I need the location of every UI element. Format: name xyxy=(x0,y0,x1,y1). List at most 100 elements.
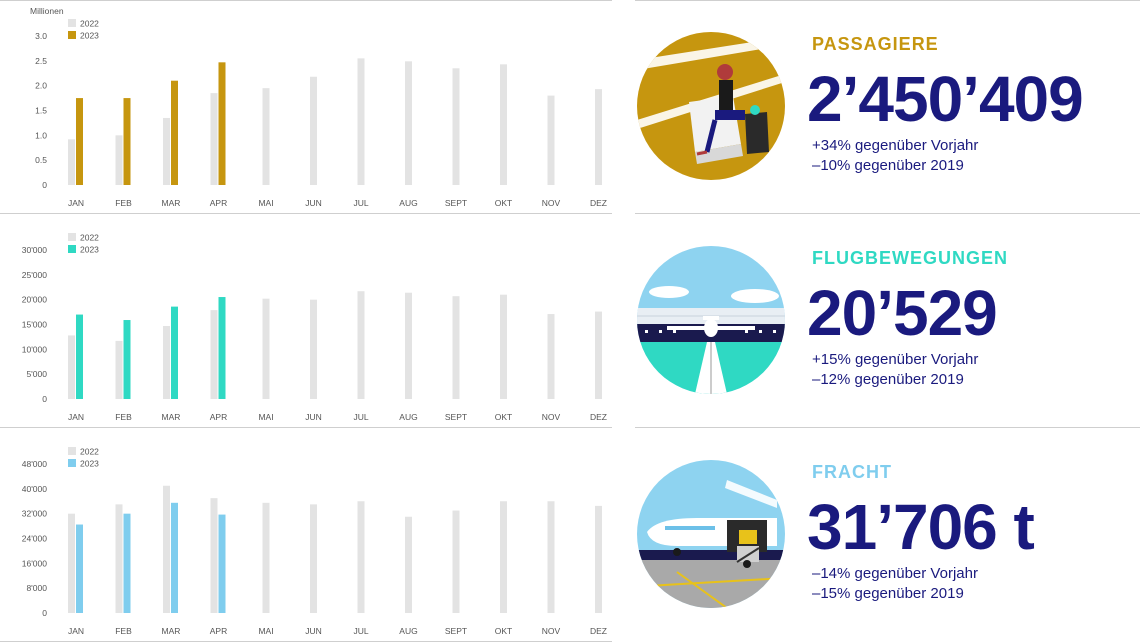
passengers-bar-2022 xyxy=(163,117,170,185)
freight-value: 31’706 t xyxy=(807,491,1035,563)
movements-label: FLUGBEWEGUNGEN xyxy=(812,248,1008,268)
passengers-bar-2022 xyxy=(115,135,123,185)
freight-xtick: JUN xyxy=(305,626,322,636)
movements-change-prev-year: +15% gegenüber Vorjahr xyxy=(812,351,979,368)
movements-xtick: NOV xyxy=(542,412,561,422)
movements-bar-2022 xyxy=(163,325,170,399)
passengers-legend-swatch-2023 xyxy=(68,31,76,39)
passengers-xtick: APR xyxy=(210,198,227,208)
movements-bar-2022 xyxy=(357,291,365,399)
passengers-label: PASSAGIERE xyxy=(812,34,939,54)
passengers-unit-label: Millionen xyxy=(30,6,64,16)
passengers-panel: PASSAGIERE 2’450’409 +34% gegenüber Vorj… xyxy=(615,0,1140,214)
freight-xtick: OKT xyxy=(495,626,512,636)
movements-xtick: APR xyxy=(210,412,227,422)
movements-bar-2022 xyxy=(405,292,412,399)
movements-xtick: SEPT xyxy=(445,412,467,422)
freight-bar-2022 xyxy=(547,501,555,613)
movements-bar-2022 xyxy=(595,311,602,399)
freight-bar-2023 xyxy=(76,524,83,613)
freight-xtick: MAR xyxy=(162,626,181,636)
top-divider-right xyxy=(635,0,1140,1)
freight-ytick: 24'000 xyxy=(22,534,48,544)
passengers-xtick: FEB xyxy=(115,198,132,208)
passengers-chart: Millionen 0 0.5 1.0 1.5 2.0 2.5 3.0 2022 2023 JAN F… xyxy=(30,6,607,208)
movements-bar-2022 xyxy=(262,298,270,399)
movements-bar-2023 xyxy=(76,314,83,399)
freight-bar-2023 xyxy=(171,502,178,613)
passengers-bar-2022 xyxy=(310,76,317,185)
freight-bar-2022 xyxy=(115,504,123,613)
movements-ytick: 30'000 xyxy=(22,245,48,255)
movements-xtick: DEZ xyxy=(590,412,607,422)
freight-ytick: 48'000 xyxy=(22,459,48,469)
passengers-ytick: 2.5 xyxy=(35,56,47,66)
freight-bar-2022 xyxy=(595,505,602,613)
movements-ytick: 15'000 xyxy=(22,320,48,330)
passengers-bar-2022 xyxy=(547,95,555,185)
freight-legend-swatch-2022 xyxy=(68,447,76,455)
passengers-xtick: JAN xyxy=(68,198,84,208)
movements-ytick: 20'000 xyxy=(22,295,48,305)
freight-ytick: 32'000 xyxy=(22,509,48,519)
movements-ytick: 5'000 xyxy=(26,369,47,379)
passengers-legend-label: 2023 xyxy=(80,31,99,41)
movements-bar-2022 xyxy=(452,296,460,399)
movements-xtick: JUL xyxy=(353,412,368,422)
movements-xtick: MAR xyxy=(162,412,181,422)
movements-xtick: JAN xyxy=(68,412,84,422)
freight-chart: 0 8'000 16'000 24'000 32'000 40'000 48'000 2022… xyxy=(22,447,607,637)
freight-legend-label: 2023 xyxy=(80,459,99,469)
passengers-bar-2022 xyxy=(68,139,75,185)
passengers-xtick: JUN xyxy=(305,198,322,208)
freight-xtick: NOV xyxy=(542,626,561,636)
movements-bar-2023 xyxy=(171,306,178,399)
freight-legend-label: 2022 xyxy=(80,447,99,457)
freight-bar-2022 xyxy=(310,504,317,613)
passengers-ytick: 1.0 xyxy=(35,130,47,140)
freight-bar-2022 xyxy=(500,501,507,613)
divider-1-left xyxy=(0,213,612,214)
passengers-change-prev-year: +34% gegenüber Vorjahr xyxy=(812,137,979,154)
movements-legend-label: 2022 xyxy=(80,233,99,243)
movements-legend-swatch-2022 xyxy=(68,233,76,241)
divider-2-right xyxy=(635,427,1140,428)
passengers-bar-2022 xyxy=(452,68,460,185)
movements-bar-2022 xyxy=(115,340,123,399)
passengers-ytick: 0.5 xyxy=(35,155,47,165)
passengers-bar-2023 xyxy=(123,98,131,185)
freight-ytick: 8'000 xyxy=(26,583,47,593)
movements-bar-2022 xyxy=(547,314,555,399)
freight-bar-2022 xyxy=(210,498,218,613)
passengers-ytick: 0 xyxy=(42,180,47,190)
movements-ytick: 0 xyxy=(42,394,47,404)
freight-panel: FRACHT 31’706 t –14% gegenüber Vorjahr –… xyxy=(615,428,1140,642)
passengers-bar-2023 xyxy=(218,62,226,185)
passengers-value: 2’450’409 xyxy=(807,63,1084,135)
movements-panel: FLUGBEWEGUNGEN 20’529 +15% gegenüber Vor… xyxy=(615,214,1140,428)
movements-ytick: 10'000 xyxy=(22,344,48,354)
passengers-xtick: OKT xyxy=(495,198,512,208)
freight-ytick: 40'000 xyxy=(22,484,48,494)
passengers-xtick: MAI xyxy=(258,198,273,208)
movements-legend-swatch-2023 xyxy=(68,245,76,253)
freight-ytick: 16'000 xyxy=(22,558,48,568)
passengers-bar-2023 xyxy=(171,80,178,185)
runway-airplane-icon xyxy=(637,246,785,394)
freight-xtick: APR xyxy=(210,626,227,636)
passengers-bar-2022 xyxy=(210,93,218,185)
passengers-xtick: SEPT xyxy=(445,198,467,208)
passengers-xtick: MAR xyxy=(162,198,181,208)
passenger-lounge-icon xyxy=(637,32,785,180)
freight-xtick: MAI xyxy=(258,626,273,636)
passengers-bar-2022 xyxy=(262,88,270,185)
freight-xtick: FEB xyxy=(115,626,132,636)
freight-xtick: AUG xyxy=(399,626,417,636)
freight-bar-2022 xyxy=(68,513,75,613)
movements-value: 20’529 xyxy=(807,277,998,349)
passengers-xtick: AUG xyxy=(399,198,417,208)
freight-bar-2022 xyxy=(262,502,270,613)
passengers-bar-2023 xyxy=(76,98,83,185)
passengers-bar-2022 xyxy=(405,61,412,185)
movements-xtick: AUG xyxy=(399,412,417,422)
